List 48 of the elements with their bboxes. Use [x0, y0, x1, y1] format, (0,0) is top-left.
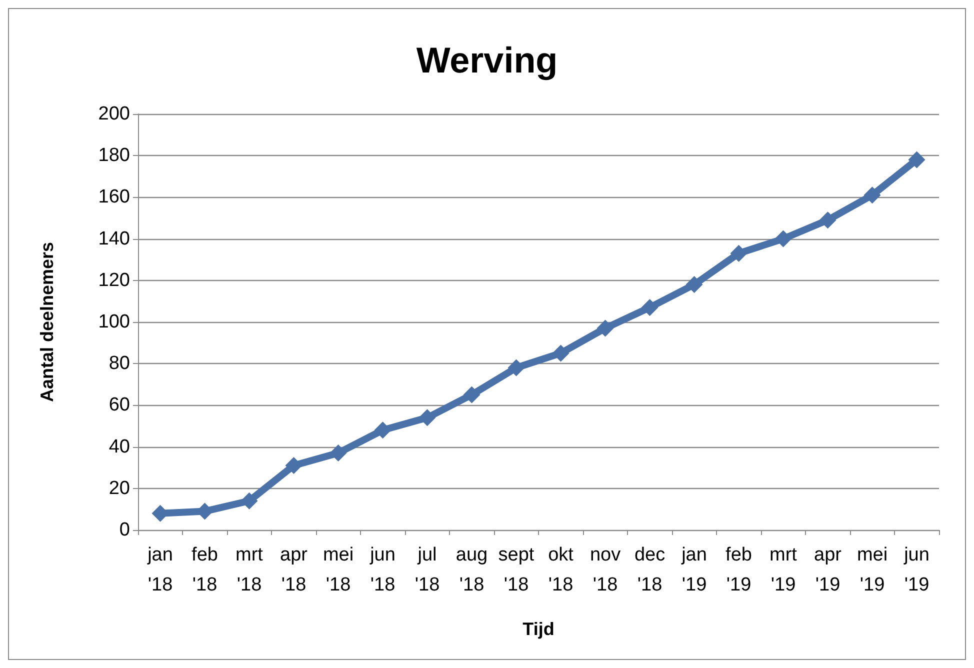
- x-tick-label: jun '19: [903, 544, 930, 596]
- y-tick-label: 200: [98, 104, 130, 124]
- x-axis-title: Tijd: [522, 619, 554, 639]
- x-tick-label: jul '18: [414, 544, 440, 596]
- point: [374, 422, 392, 439]
- point: [285, 457, 302, 474]
- point: [908, 151, 926, 168]
- x-tick-label: jan '19: [680, 544, 707, 596]
- x-tick-label: aug '18: [456, 544, 488, 596]
- y-tick-label: 120: [98, 270, 130, 291]
- x-tick-label: apr '19: [814, 544, 842, 596]
- point: [819, 212, 836, 229]
- chart-title: Werving: [416, 40, 558, 80]
- y-tick-label: 100: [98, 312, 130, 332]
- point: [240, 492, 258, 510]
- point: [730, 244, 748, 262]
- x-tick-label: dec '18: [634, 544, 666, 596]
- y-tick-label: 180: [98, 145, 130, 166]
- y-tick-label: 40: [108, 436, 130, 458]
- x-tick-label: feb '18: [192, 544, 218, 596]
- point: [641, 298, 658, 316]
- x-tick-label: jan '18: [146, 544, 173, 596]
- y-tick-label: 0: [119, 520, 130, 540]
- x-tick-label: mrt '18: [236, 544, 264, 596]
- y-tick-label: 60: [108, 394, 130, 416]
- point: [330, 444, 347, 462]
- point: [552, 344, 570, 362]
- y-axis-title: Aantal deelnemers: [37, 242, 57, 402]
- x-tick-label: okt '18: [548, 544, 574, 596]
- point: [508, 359, 525, 376]
- point: [418, 409, 436, 426]
- y-tick-label: 20: [108, 478, 130, 499]
- x-tick-label: nov '18: [590, 544, 622, 596]
- y-tick-label: 160: [98, 186, 130, 208]
- point: [463, 386, 480, 404]
- x-tick-label: mei '18: [322, 544, 354, 596]
- x-tick-label: apr '18: [280, 544, 308, 596]
- x-tick-label: jun '18: [369, 544, 396, 596]
- point: [596, 320, 614, 337]
- y-tick-label: 140: [98, 228, 130, 250]
- x-tick-label: mei '19: [856, 544, 888, 596]
- x-tick-label: sept '18: [498, 544, 535, 596]
- x-tick-label: feb '19: [726, 544, 752, 596]
- point: [686, 276, 703, 294]
- point: [774, 230, 792, 248]
- y-tick-label: 80: [108, 353, 130, 374]
- x-tick-label: mrt '19: [770, 544, 798, 596]
- point: [864, 186, 881, 204]
